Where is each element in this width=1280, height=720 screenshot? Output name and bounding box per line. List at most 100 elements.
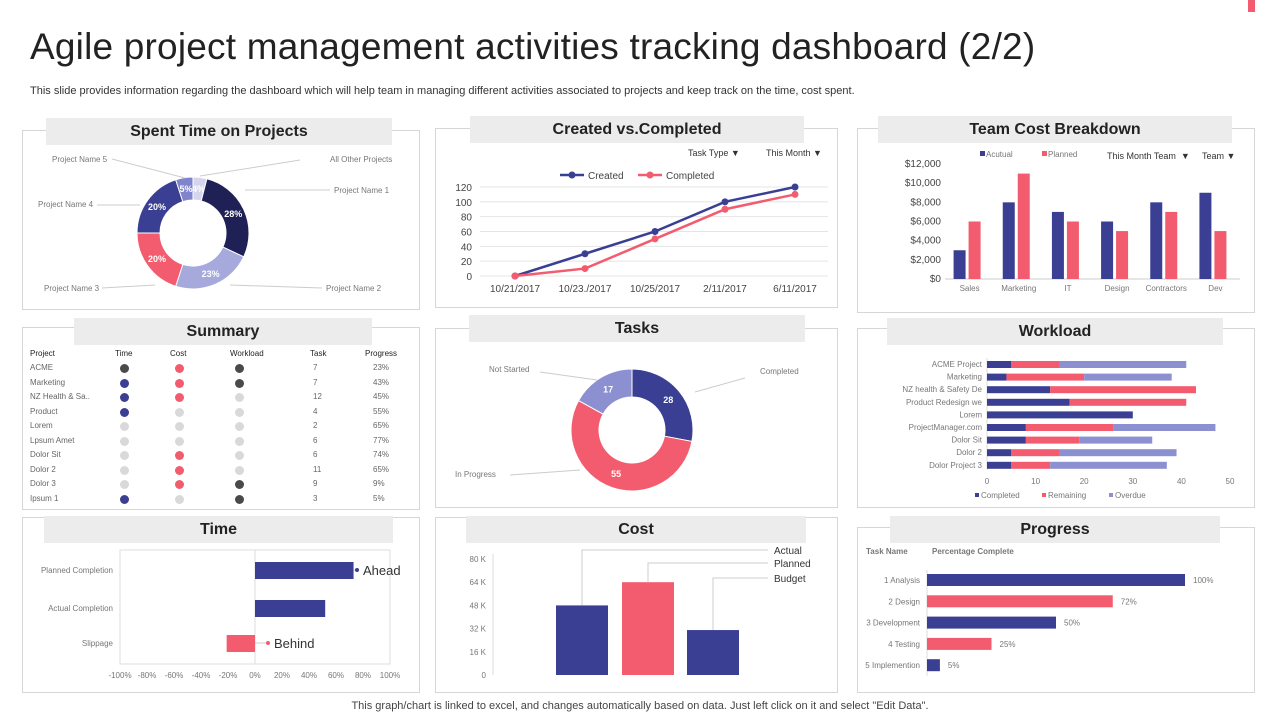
bar-overdue [1079, 436, 1153, 444]
status-dot-workload [235, 364, 244, 373]
y-tick-label: 5 Implemention [865, 661, 920, 670]
y-tick-label: 60 [461, 228, 473, 239]
slice-category-label: Completed [760, 367, 799, 376]
x-tick-label: Design [1105, 284, 1130, 293]
chevron-down-icon: ▼ [1180, 151, 1190, 161]
x-tick-label: -100% [108, 671, 131, 680]
legend-swatch [975, 493, 979, 497]
status-dot-workload [235, 393, 244, 402]
bar-label: Planned [774, 559, 811, 570]
legend-swatch [1042, 151, 1047, 156]
slice-value-label: 5% [180, 184, 193, 194]
summary-task-count: 6 [313, 450, 318, 459]
bar-overdue [1084, 373, 1172, 381]
y-tick-label: 40 [461, 242, 473, 253]
task-type-dropdown[interactable]: Task Type ▼ [688, 148, 740, 158]
status-dot-workload [235, 465, 244, 475]
summary-task-count: 6 [313, 435, 318, 445]
summary-header-cost: Cost [170, 349, 187, 358]
bar-planned [1017, 173, 1030, 279]
chevron-down-icon: ▼ [1226, 151, 1236, 161]
bar-completed [987, 373, 1007, 381]
leader-line [229, 284, 323, 289]
bar [927, 574, 1185, 586]
summary-header-progress: Progress [365, 349, 398, 358]
y-tick-label: $12,000 [905, 159, 942, 170]
data-point [581, 265, 589, 273]
bar-completed [987, 386, 1051, 394]
bar [255, 562, 354, 579]
footer-note: This graph/chart is linked to excel, and… [351, 700, 929, 712]
x-tick-label: 20 [1080, 477, 1089, 486]
summary-project-name: Marketing [30, 377, 66, 387]
status-dot-time [120, 494, 129, 504]
donut-slice [570, 399, 693, 492]
legend-label: Overdue [1115, 491, 1146, 500]
leader-line [581, 549, 768, 606]
summary-title: Summary [74, 318, 372, 345]
bar [927, 637, 992, 650]
x-tick-label: 10/21/2017 [490, 284, 540, 295]
bar-completed [987, 361, 1012, 368]
y-tick-label: 2 Design [888, 597, 920, 606]
legend-label: Acutual [986, 150, 1013, 159]
x-tick-label: 20% [274, 671, 290, 680]
bar-completed [987, 398, 1070, 406]
data-point [511, 272, 519, 280]
x-tick-label: -20% [219, 671, 238, 680]
y-tick-label: Dolor 2 [956, 448, 982, 457]
legend-swatch [1109, 493, 1113, 497]
data-point [651, 235, 659, 243]
bar-acutual [1002, 202, 1015, 279]
chevron-down-icon: ▼ [730, 148, 740, 158]
y-tick-label: NZ health & Safety De [902, 385, 982, 394]
annotation-marker [266, 641, 270, 645]
summary-project-name: Dolor 3 [30, 479, 56, 488]
summary-project-name: Dolor Sit [30, 450, 61, 459]
column-header: Task Name [866, 547, 908, 556]
annotation-label: Ahead [363, 563, 401, 578]
legend-swatch [980, 151, 985, 156]
slice-value-label: 28% [224, 209, 242, 219]
bar-remaining [1069, 398, 1187, 406]
y-tick-label: 100 [455, 198, 472, 209]
team-dropdown[interactable]: Team ▼ [1202, 151, 1235, 161]
slice-value-label: 20% [148, 202, 166, 212]
y-tick-label: 32 K [470, 625, 487, 634]
donut-slice [631, 368, 694, 443]
bar-overdue [1050, 461, 1167, 469]
this-month-dropdown[interactable]: This Month ▼ [766, 148, 822, 158]
y-tick-label: ACME Project [932, 360, 983, 369]
bar-planned [1116, 231, 1129, 279]
bar-acutual [1051, 211, 1064, 279]
slice-category-label: Project Name 3 [44, 284, 100, 293]
status-dot-cost [175, 465, 184, 475]
bar-acutual [1199, 192, 1212, 279]
summary-task-count: 12 [313, 392, 322, 401]
bar [226, 635, 255, 652]
bar-label: Budget [774, 574, 806, 585]
bar-remaining [1050, 386, 1196, 394]
status-dot-cost [175, 436, 184, 446]
summary-project-name: NZ Health & Sa.. [30, 392, 91, 401]
leader-line [199, 159, 301, 177]
column-header: Percentage Complete [932, 547, 1014, 556]
x-tick-label: Marketing [1001, 284, 1036, 293]
team-cost-title: Team Cost Breakdown [878, 116, 1232, 143]
legend-label: Planned [1048, 150, 1077, 159]
status-dot-workload [235, 451, 244, 460]
status-dot-cost [175, 407, 184, 417]
y-tick-label: ProjectManager.com [909, 423, 983, 432]
bar [687, 630, 739, 675]
this-month-team-dropdown[interactable]: This Month Team ▼ [1107, 151, 1190, 161]
bar-remaining [1025, 424, 1114, 431]
donut-slice [577, 368, 633, 415]
status-dot-cost [175, 378, 184, 388]
slice-category-label: Project Name 2 [326, 284, 382, 293]
status-dot-workload [235, 494, 244, 504]
legend-label: Remaining [1048, 491, 1086, 500]
bar-remaining [1011, 461, 1051, 469]
x-tick-label: 30 [1128, 477, 1137, 486]
bar-acutual [1101, 221, 1114, 279]
this-month-team-label: This Month Team [1107, 151, 1176, 161]
